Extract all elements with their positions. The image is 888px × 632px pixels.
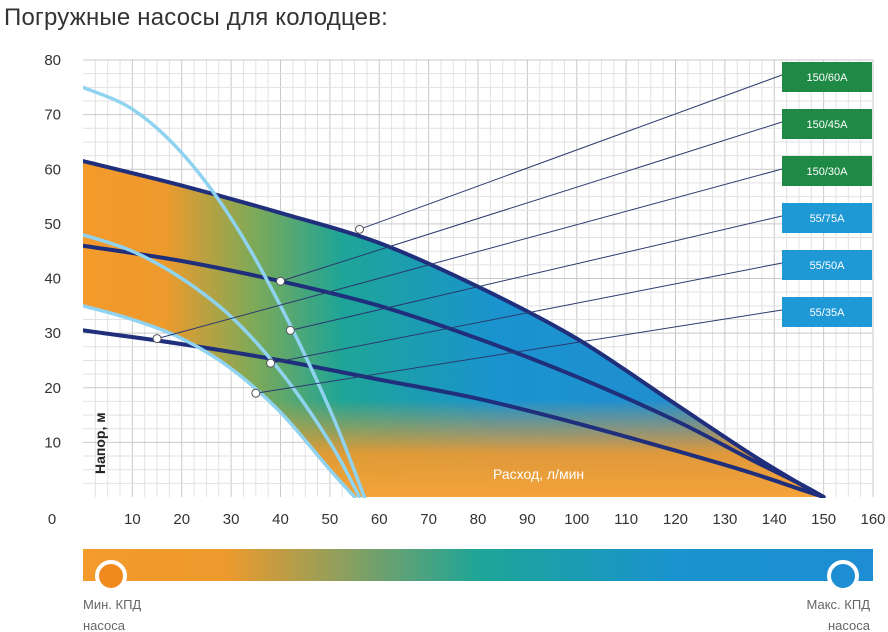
model-badge — [782, 250, 872, 280]
min-efficiency-label-2: насоса — [83, 618, 126, 632]
x-tick-label: 50 — [322, 511, 339, 528]
model-badge — [782, 203, 872, 233]
operating-point — [355, 224, 364, 234]
max-efficiency-marker — [827, 560, 859, 592]
max-efficiency-label: Макс. КПД — [807, 597, 871, 612]
model-badge — [782, 156, 872, 186]
page-title: Погружные насосы для колодцев: — [4, 4, 389, 31]
y-tick-label: 20 — [44, 380, 61, 397]
operating-point — [266, 358, 276, 368]
model-badge-label: 55/35A — [810, 307, 846, 319]
efficiency-scale: Мин. КПД насоса Макс. КПД насоса — [83, 549, 873, 632]
y-tick-label: 80 — [44, 52, 61, 69]
curve-150-30A — [83, 328, 826, 498]
curve-55-75A — [83, 85, 367, 498]
min-efficiency-marker — [95, 560, 127, 592]
curve-55-50A — [83, 233, 362, 498]
model-badge — [782, 297, 872, 327]
model-badge-label: 150/30A — [807, 166, 849, 178]
min-efficiency-label: Мин. КПД — [83, 597, 141, 612]
x-tick-label: 20 — [173, 511, 190, 528]
efficiency-scale-bar — [83, 549, 873, 581]
x-tick-label: 70 — [420, 511, 437, 528]
x-tick-label: 40 — [272, 511, 289, 528]
max-efficiency-label-2: насоса — [828, 618, 871, 632]
x-tick-label: 110 — [614, 511, 638, 528]
operating-point — [152, 334, 162, 344]
leader-line — [280, 121, 783, 282]
curve-150-45A — [83, 243, 826, 498]
x-tick-label: 150 — [811, 511, 836, 528]
x-tick-label: 30 — [223, 511, 240, 528]
leader-line — [359, 74, 783, 230]
x-tick-label: 80 — [470, 511, 487, 528]
y-tick-label: 10 — [44, 434, 61, 451]
curve-150-60A — [83, 159, 826, 498]
model-badge-label: 55/50A — [810, 260, 846, 272]
y-tick-label: 70 — [44, 107, 61, 124]
model-badge — [782, 109, 872, 139]
leader-line — [270, 262, 783, 364]
x-tick-label: 60 — [371, 511, 388, 528]
leader-line — [255, 309, 783, 394]
x-tick-label: 90 — [519, 511, 536, 528]
operating-point — [276, 276, 285, 286]
operating-point — [285, 325, 295, 335]
y-axis-title: Напор, м — [92, 412, 108, 474]
x-tick-label: 130 — [712, 511, 737, 528]
leader-line — [290, 215, 783, 331]
y-tick-label: 30 — [44, 325, 61, 342]
x-tick-label: 100 — [564, 511, 589, 528]
x-tick-label: 160 — [860, 511, 885, 528]
operating-point — [251, 388, 261, 398]
y-tick-label: 40 — [44, 271, 61, 288]
x-axis-title: Расход, л/мин — [493, 466, 584, 482]
x-tick-label: 120 — [663, 511, 688, 528]
model-badge-label: 150/45A — [807, 119, 849, 131]
model-badge-label: 150/60A — [807, 72, 849, 84]
leader-line — [156, 168, 783, 340]
y-tick-label: 50 — [44, 216, 61, 233]
curves — [83, 85, 826, 498]
y-tick-label: 60 — [44, 161, 61, 178]
model-badge — [782, 62, 872, 92]
leader-lines — [152, 74, 783, 398]
x-tick-label: 10 — [124, 511, 141, 528]
x-tick-label: 0 — [48, 511, 56, 528]
x-tick-label: 140 — [762, 511, 787, 528]
legend-badges: 150/60A 150/45A 150/30A 55/75A 55/50A 55/35A — [782, 62, 872, 327]
axes: 0 10 20 30 40 50 60 70 80 90 100 110 120 130 140 150 160… — [44, 52, 885, 528]
model-badge-label: 55/75A — [810, 213, 846, 225]
curve-55-35A — [83, 304, 357, 498]
